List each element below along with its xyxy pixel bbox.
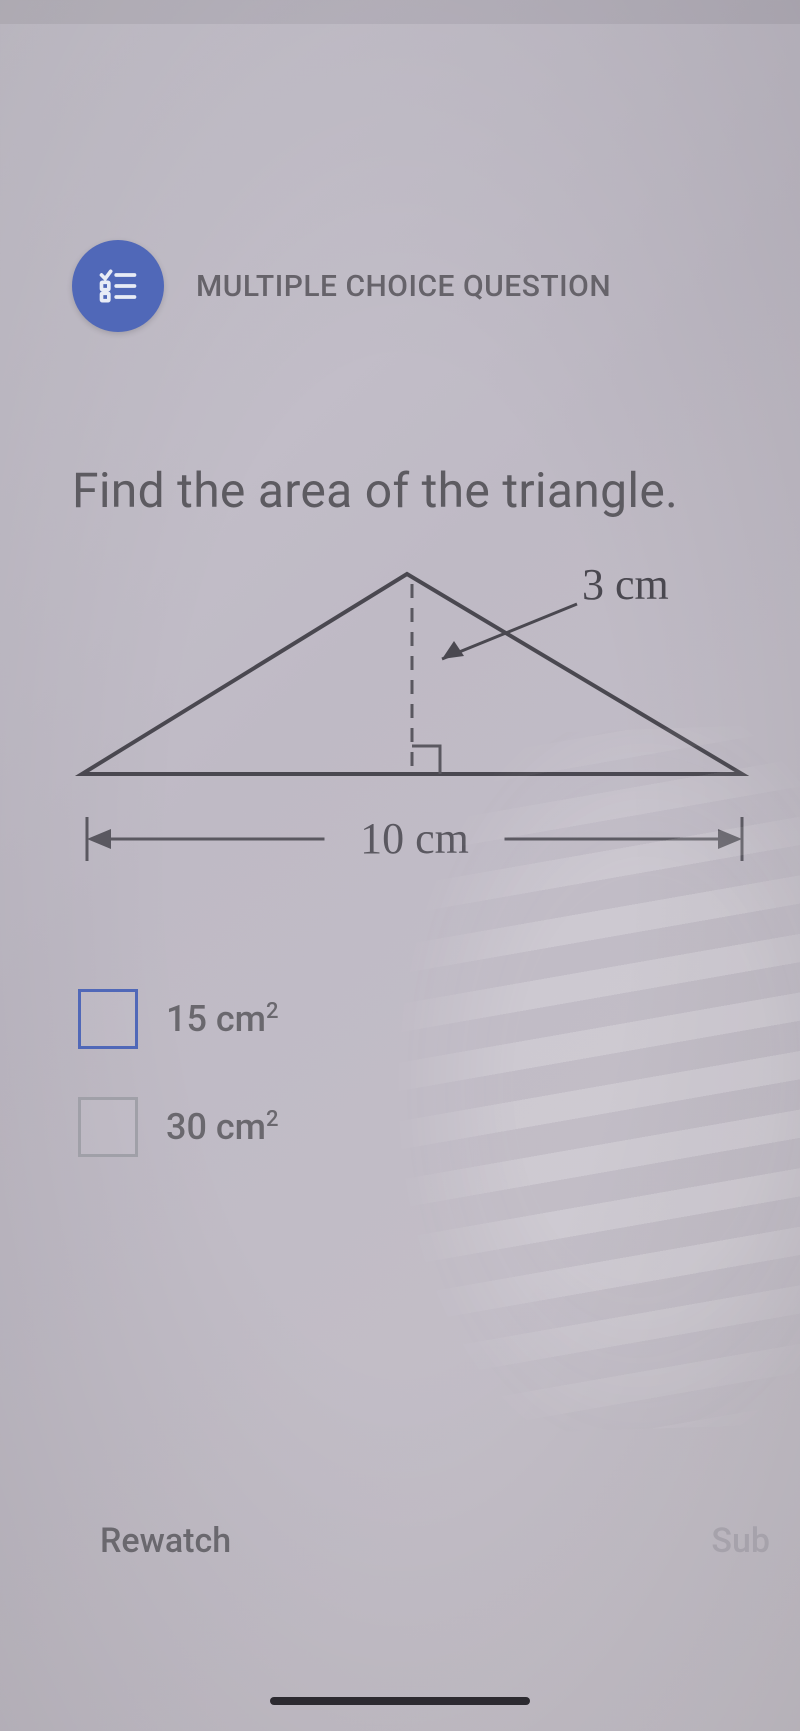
rewatch-button[interactable]: Rewatch bbox=[100, 1521, 231, 1561]
right-angle-marker bbox=[412, 746, 440, 774]
height-label-arrow bbox=[442, 604, 577, 659]
base-arrowhead-right bbox=[718, 829, 742, 849]
question-type-label: MULTIPLE CHOICE QUESTION bbox=[196, 269, 611, 304]
answer-text-1: 30 cm2 bbox=[166, 1106, 279, 1148]
base-arrowhead-left bbox=[87, 829, 111, 849]
answer-option-0[interactable]: 15 cm2 bbox=[78, 989, 760, 1049]
answer-option-1[interactable]: 30 cm2 bbox=[78, 1097, 760, 1157]
footer: Rewatch Sub bbox=[100, 1521, 770, 1561]
answer-checkbox-1[interactable] bbox=[78, 1097, 138, 1157]
home-indicator[interactable] bbox=[270, 1697, 530, 1705]
answer-options: 15 cm2 30 cm2 bbox=[72, 989, 760, 1157]
top-strip bbox=[0, 0, 800, 24]
answer-text-0: 15 cm2 bbox=[166, 998, 279, 1040]
main-content: MULTIPLE CHOICE QUESTION Find the area o… bbox=[72, 240, 760, 1205]
question-prompt: Find the area of the triangle. bbox=[72, 462, 760, 519]
height-label: 3 cm bbox=[582, 560, 669, 609]
answer-checkbox-0[interactable] bbox=[78, 989, 138, 1049]
triangle-figure: 3 cm 10 cm bbox=[62, 559, 742, 899]
submit-button[interactable]: Sub bbox=[711, 1521, 770, 1561]
triangle-svg: 3 cm 10 cm bbox=[62, 559, 762, 899]
base-label: 10 cm bbox=[360, 814, 469, 863]
list-check-icon bbox=[96, 264, 140, 308]
question-header: MULTIPLE CHOICE QUESTION bbox=[72, 240, 760, 332]
question-type-badge bbox=[72, 240, 164, 332]
